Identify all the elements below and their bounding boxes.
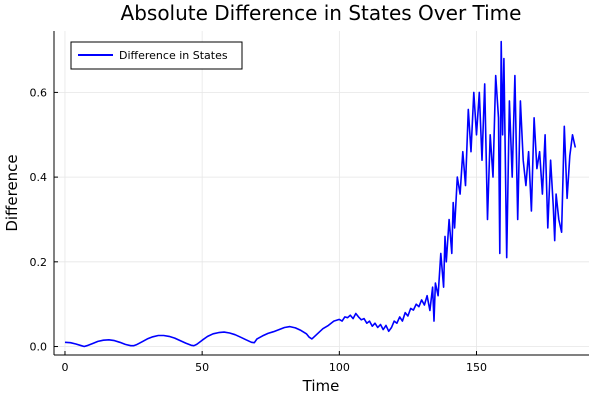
series-line <box>64 40 577 348</box>
legend: Difference in States <box>70 41 243 70</box>
x-tick-label: 150 <box>466 361 487 374</box>
series-layer <box>64 40 577 348</box>
x-tick-label: 100 <box>329 361 350 374</box>
x-tick-label: 0 <box>61 361 68 374</box>
x-axis-title: Time <box>302 377 340 395</box>
y-tick-label: 0.4 <box>30 171 48 184</box>
legend-label: Difference in States <box>119 49 228 62</box>
ticks: 0 50 100 150 0.0 0.2 0.4 0.6 <box>30 86 488 374</box>
y-tick-label: 0.0 <box>30 341 48 354</box>
y-tick-label: 0.6 <box>30 86 48 99</box>
chart-title: Absolute Difference in States Over Time <box>121 1 522 25</box>
y-axis-title: Difference <box>3 154 21 231</box>
y-tick-label: 0.2 <box>30 256 48 269</box>
x-tick-label: 50 <box>195 361 209 374</box>
